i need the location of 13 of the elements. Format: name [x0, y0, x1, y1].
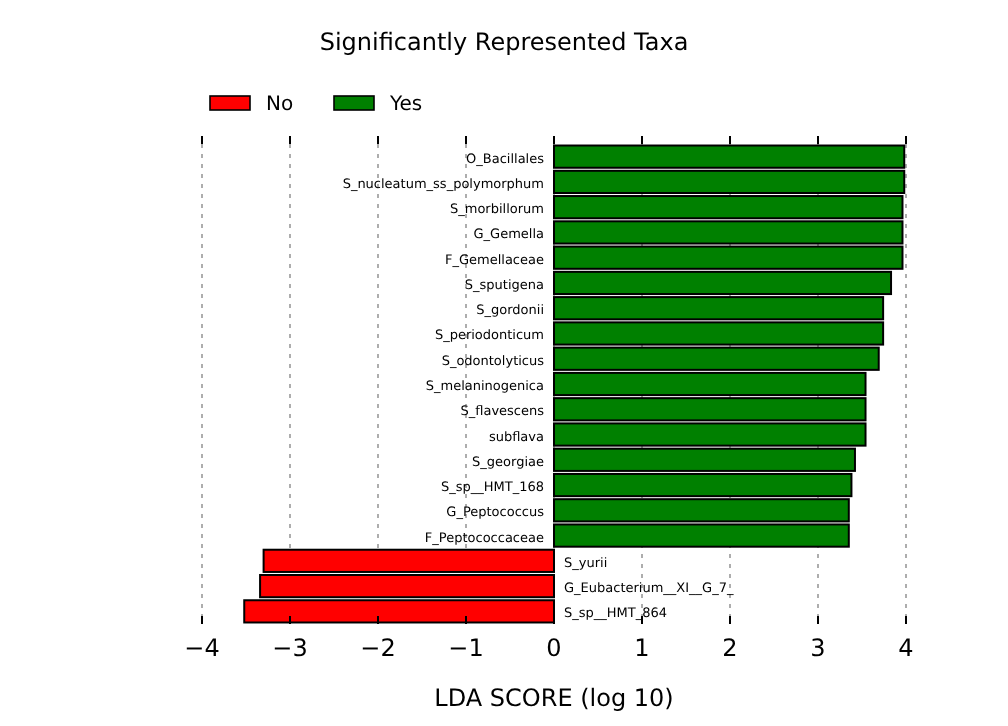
x-tick-label: 1: [634, 634, 650, 662]
x-tick-label: −2: [360, 634, 396, 662]
x-tick-label: 4: [898, 634, 914, 662]
x-tick-label: 3: [810, 634, 826, 662]
x-tick-label: 0: [546, 634, 562, 662]
x-tick-label: −3: [272, 634, 308, 662]
chart-title: Significantly Represented Taxa: [319, 28, 689, 56]
legend-label: No: [266, 94, 294, 116]
legend-label: Yes: [388, 94, 423, 116]
x-tick-label: −4: [184, 634, 220, 662]
x-axis-title: LDA SCORE (log 10): [434, 684, 674, 712]
x-tick-label: 2: [722, 634, 738, 662]
x-tick-label: −1: [448, 634, 484, 662]
